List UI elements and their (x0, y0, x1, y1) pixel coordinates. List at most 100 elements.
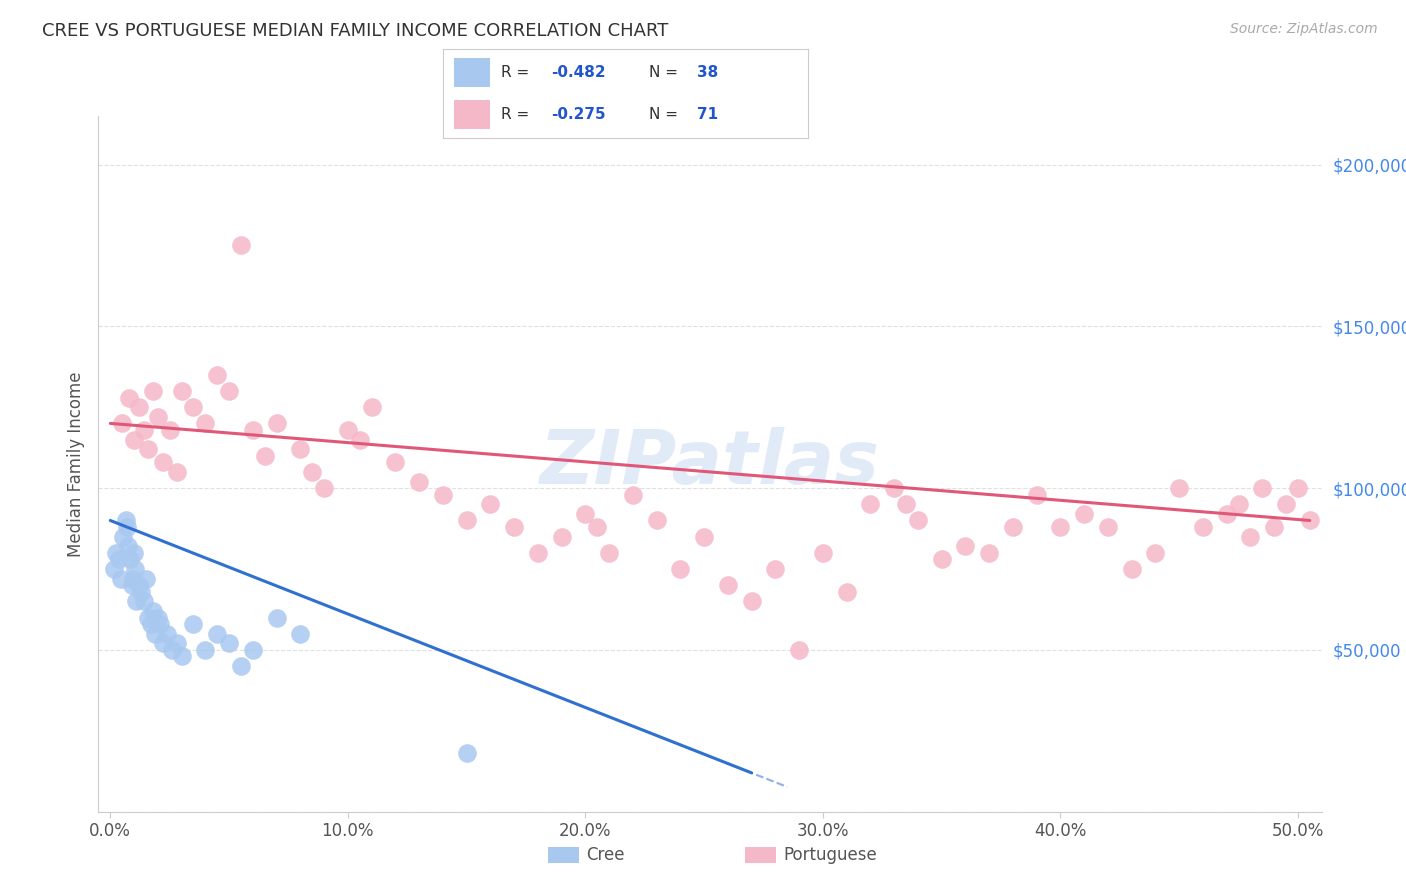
Point (128, 578, 150, 592)
Point (907, 513, 929, 527)
Point (835, 584, 858, 599)
Point (1097, 520, 1119, 534)
Point (717, 578, 740, 592)
Point (598, 546, 620, 560)
Text: CREE VS PORTUGUESE MEDIAN FAMILY INCOME CORRELATION CHART: CREE VS PORTUGUESE MEDIAN FAMILY INCOME … (42, 22, 669, 40)
Point (550, 530, 572, 544)
Point (1121, 562, 1143, 576)
Point (142, 604, 165, 618)
Point (122, 546, 145, 560)
Point (122, 433, 145, 447)
Point (136, 442, 159, 457)
Text: N =: N = (650, 107, 683, 121)
Point (218, 384, 240, 398)
Point (1144, 546, 1167, 560)
Point (645, 513, 668, 527)
Point (166, 465, 188, 479)
Text: R =: R = (502, 65, 534, 79)
Point (977, 546, 1000, 560)
Point (312, 481, 335, 495)
Point (121, 572, 143, 586)
Point (456, 747, 478, 761)
Point (156, 626, 179, 640)
Text: 71: 71 (697, 107, 718, 121)
Point (166, 636, 188, 650)
Point (787, 643, 810, 657)
Text: -0.482: -0.482 (551, 65, 606, 79)
Point (574, 507, 596, 521)
Point (205, 626, 228, 640)
Point (152, 636, 174, 650)
Point (1001, 520, 1024, 534)
Point (132, 423, 155, 437)
Point (194, 643, 217, 657)
Point (349, 433, 371, 447)
Point (1263, 520, 1285, 534)
Bar (454, 100, 491, 129)
Point (136, 610, 159, 624)
Point (266, 417, 288, 431)
Point (128, 401, 150, 415)
Y-axis label: Median Family Income: Median Family Income (66, 371, 84, 557)
Point (121, 578, 143, 592)
Point (242, 643, 264, 657)
Point (120, 552, 142, 566)
Point (139, 617, 162, 632)
Point (301, 465, 323, 479)
Point (103, 562, 125, 576)
Point (1073, 507, 1095, 521)
Text: Portuguese: Portuguese (783, 846, 877, 863)
Point (266, 610, 288, 624)
Point (763, 562, 786, 576)
Point (114, 513, 136, 527)
Point (1286, 481, 1309, 495)
Point (1227, 497, 1250, 511)
Point (183, 617, 205, 632)
Point (290, 442, 312, 457)
Point (859, 497, 882, 511)
Point (1168, 481, 1191, 495)
Point (621, 487, 644, 501)
Text: 38: 38 (697, 65, 718, 79)
Point (142, 384, 165, 398)
Point (360, 401, 382, 415)
Text: N =: N = (650, 65, 683, 79)
Point (290, 626, 312, 640)
Point (336, 423, 359, 437)
Point (118, 391, 141, 405)
Point (669, 562, 692, 576)
Point (170, 649, 193, 664)
Point (432, 487, 454, 501)
Point (253, 449, 276, 463)
Point (456, 513, 478, 527)
Point (205, 368, 228, 382)
Point (1215, 507, 1237, 521)
Point (503, 520, 526, 534)
Point (242, 423, 264, 437)
Point (111, 417, 134, 431)
Point (527, 546, 550, 560)
Point (146, 610, 169, 624)
Point (105, 546, 128, 560)
Point (152, 455, 174, 469)
Point (1239, 530, 1261, 544)
Point (125, 594, 148, 608)
Point (1275, 497, 1298, 511)
Text: R =: R = (502, 107, 534, 121)
Point (170, 384, 193, 398)
Point (894, 497, 917, 511)
Point (1049, 520, 1071, 534)
Point (107, 552, 129, 566)
Point (384, 455, 406, 469)
Point (124, 562, 146, 576)
Point (931, 552, 953, 566)
Point (132, 594, 155, 608)
Point (883, 481, 905, 495)
Point (693, 530, 716, 544)
Point (183, 401, 205, 415)
Point (194, 417, 217, 431)
Point (146, 409, 169, 424)
Point (117, 540, 139, 554)
Point (145, 626, 167, 640)
Point (586, 520, 609, 534)
